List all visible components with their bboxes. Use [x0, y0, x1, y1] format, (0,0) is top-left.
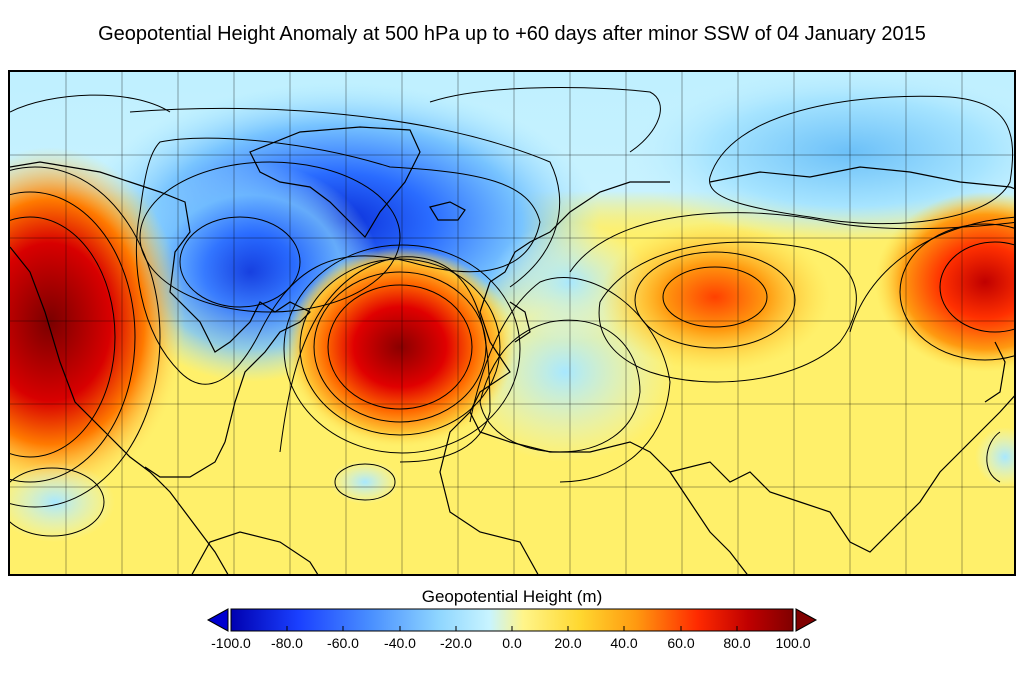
colorbar-tick-label: 60.0: [667, 635, 695, 651]
colorbar-tick-label: -40.0: [384, 635, 416, 651]
colorbar-tick-label: 40.0: [610, 635, 638, 651]
colorbar-tick-label: -80.0: [271, 635, 303, 651]
colorbar-min-arrow: [206, 608, 229, 632]
colorbar-tick-label: -60.0: [327, 635, 359, 651]
colorbar-tick-label: 80.0: [723, 635, 751, 651]
colorbar-tick-label: -100.0: [211, 635, 251, 651]
colorbar-tick-label: 100.0: [775, 635, 811, 651]
graticule: [10, 72, 1014, 574]
anomaly-map: [8, 70, 1016, 576]
anomaly-field: [10, 72, 1014, 574]
colorbar-ticks: [230, 626, 794, 631]
colorbar-tick-label: 20.0: [554, 635, 582, 651]
colorbar-max-arrow: [795, 608, 818, 632]
map-title: Geopotential Height Anomaly at 500 hPa u…: [98, 23, 926, 45]
colorbar-tick-label: 0.0: [502, 635, 522, 651]
colorbar-label: Geopotential Height (m): [421, 587, 603, 606]
contour-lines: [10, 87, 1014, 537]
colorbar: [206, 608, 818, 632]
colorbar-tick-label: -20.0: [440, 635, 472, 651]
coastlines: [10, 126, 1014, 574]
